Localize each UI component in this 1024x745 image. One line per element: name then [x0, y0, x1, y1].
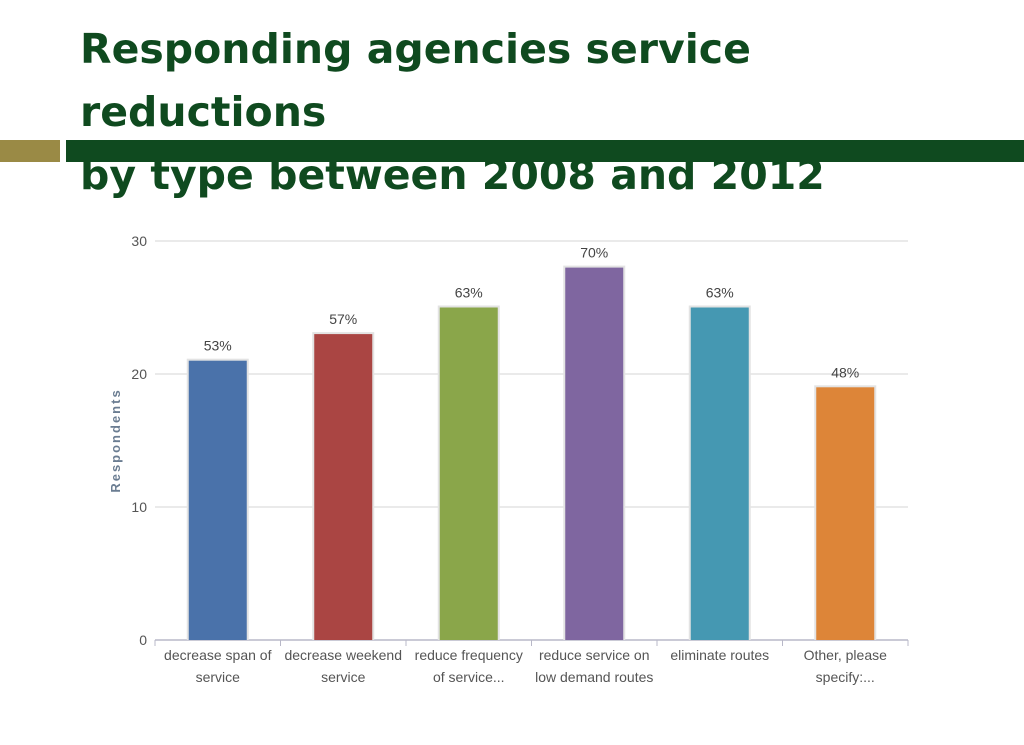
- x-tick-label: of service...: [433, 669, 505, 685]
- x-tick-label: reduce frequency: [415, 647, 523, 663]
- x-tick-label: decrease span of: [164, 647, 272, 663]
- y-tick-label: 10: [131, 499, 147, 515]
- data-label: 63%: [706, 285, 734, 301]
- x-tick-label: reduce service on: [539, 647, 650, 663]
- title-accent-bar-left: [0, 140, 60, 162]
- slide-title-line-1: Responding agencies service reductions: [80, 25, 751, 136]
- data-label: 70%: [580, 245, 608, 261]
- x-tick-label: specify:...: [816, 669, 875, 685]
- x-tick-label: low demand routes: [535, 669, 653, 685]
- x-tick-label: Other, please: [804, 647, 887, 663]
- y-tick-label: 0: [139, 632, 147, 648]
- data-label: 48%: [831, 364, 859, 380]
- bar: [188, 360, 247, 640]
- x-tick-label: decrease weekend: [284, 647, 402, 663]
- y-axis-label: Respondents: [108, 388, 123, 492]
- bar: [816, 387, 875, 640]
- x-tick-label: service: [196, 669, 241, 685]
- x-tick-label: service: [321, 669, 366, 685]
- bar: [565, 267, 624, 640]
- bar: [690, 307, 749, 640]
- x-tick-label: eliminate routes: [670, 647, 769, 663]
- data-label: 63%: [455, 285, 483, 301]
- bar: [439, 307, 498, 640]
- y-tick-label: 30: [131, 233, 147, 249]
- y-tick-label: 20: [131, 366, 147, 382]
- title-accent-bar-right: [66, 140, 1024, 162]
- data-label: 57%: [329, 311, 357, 327]
- bar: [314, 334, 373, 640]
- data-label: 53%: [204, 338, 232, 354]
